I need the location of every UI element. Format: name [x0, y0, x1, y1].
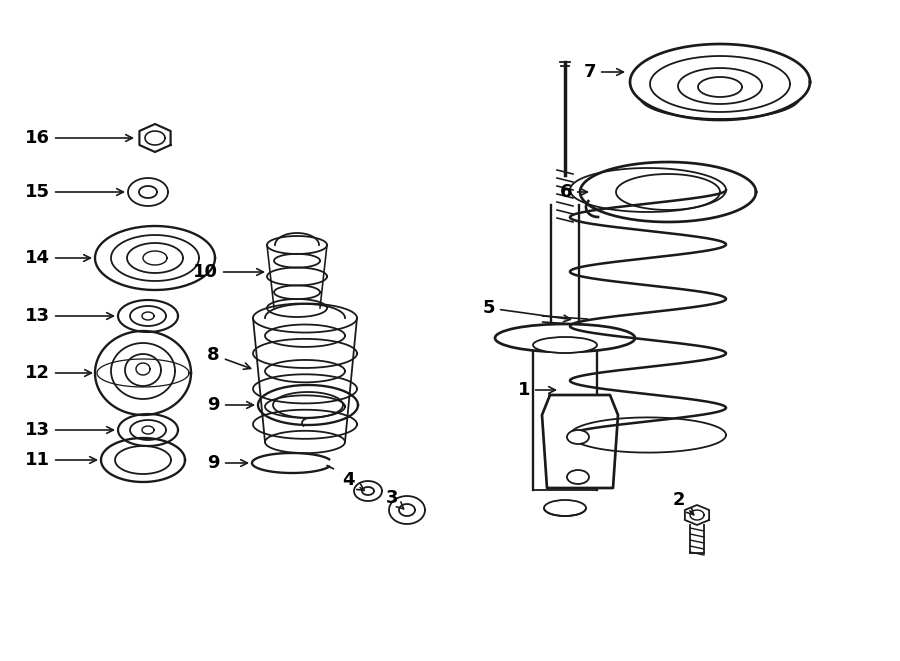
Text: 3: 3 [385, 489, 403, 509]
Text: 5: 5 [482, 299, 571, 322]
Text: 14: 14 [25, 249, 90, 267]
Ellipse shape [544, 500, 586, 516]
Polygon shape [542, 395, 618, 488]
Ellipse shape [567, 430, 589, 444]
Text: 10: 10 [193, 263, 264, 281]
Text: 11: 11 [25, 451, 96, 469]
Text: 9: 9 [208, 454, 248, 472]
Text: 12: 12 [25, 364, 92, 382]
Text: 13: 13 [25, 307, 113, 325]
Text: 2: 2 [672, 491, 694, 515]
Text: 15: 15 [25, 183, 123, 201]
Text: 16: 16 [25, 129, 132, 147]
Text: 4: 4 [343, 471, 364, 490]
Text: 7: 7 [583, 63, 624, 81]
Text: 8: 8 [207, 346, 250, 369]
Ellipse shape [533, 337, 597, 353]
Ellipse shape [495, 324, 635, 352]
Ellipse shape [567, 470, 589, 484]
Text: 9: 9 [208, 396, 254, 414]
Text: 13: 13 [25, 421, 113, 439]
Text: 1: 1 [518, 381, 555, 399]
Text: 6: 6 [560, 183, 588, 201]
